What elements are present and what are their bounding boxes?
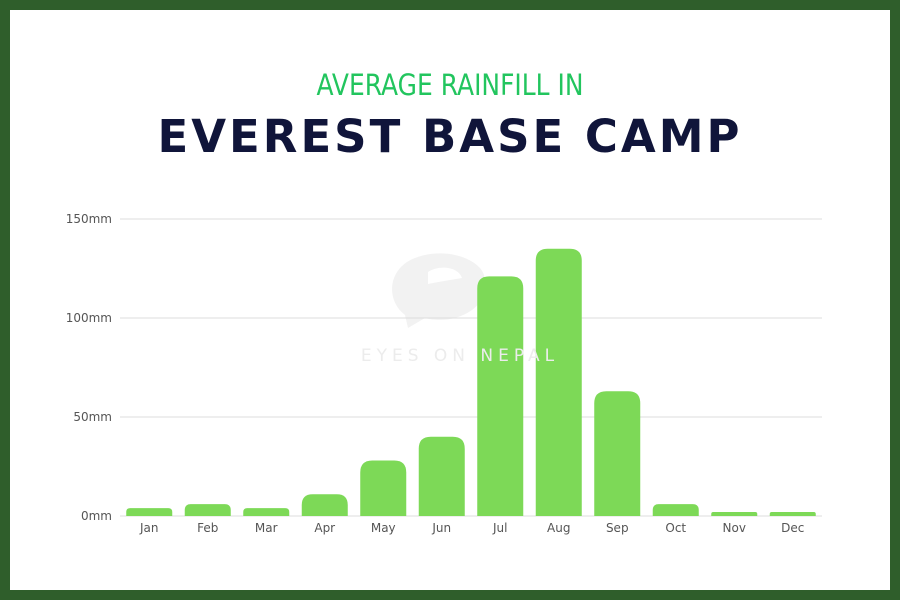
chart-subtitle: AVERAGE RAINFILL IN [316,68,584,102]
grid-lines [120,218,822,517]
bar-jun [418,436,465,516]
chart-panel: AVERAGE RAINFILL IN EVEREST BASE CAMP 0m… [10,10,890,590]
y-tick-label: 150mm [66,212,112,226]
x-tick-label: Oct [665,521,686,535]
x-tick-label: Sep [606,521,629,535]
bars [126,248,816,516]
x-tick-label: May [371,521,396,535]
x-tick-label: Feb [197,521,218,535]
watermark-logo [392,253,486,328]
bar-feb [184,504,231,516]
bar-aug [535,248,582,516]
y-tick-label: 100mm [66,311,112,325]
x-tick-label: Jun [431,521,451,535]
x-tick-label: Jul [492,521,507,535]
bar-apr [301,494,348,516]
x-axis-ticks: Jan Feb Mar Apr May Jun Jul Aug Sep Oct Nov Dec [139,521,804,535]
bar-mar [243,508,290,516]
bar-oct [652,504,699,516]
watermark-text: EYES ON NEPAL [360,346,560,366]
x-tick-label: Jan [139,521,159,535]
x-tick-label: Nov [723,521,746,535]
rainfall-bar-chart: 0mm 50mm 100mm 150mm Jan Feb Mar Apr May Jun Jul A… [66,212,822,535]
bar-jan [126,508,173,516]
x-tick-label: Apr [314,521,335,535]
bar-may [360,460,407,516]
y-axis-ticks: 0mm 50mm 100mm 150mm [66,212,112,523]
bar-nov [711,512,758,516]
x-tick-label: Mar [255,521,278,535]
chart-title: EVEREST BASE CAMP [157,110,743,163]
bar-dec [769,512,816,516]
y-tick-label: 50mm [73,410,112,424]
x-tick-label: Aug [547,521,570,535]
bar-sep [594,391,641,516]
x-tick-label: Dec [781,521,804,535]
y-tick-label: 0mm [81,509,112,523]
bar-jul [477,276,524,516]
